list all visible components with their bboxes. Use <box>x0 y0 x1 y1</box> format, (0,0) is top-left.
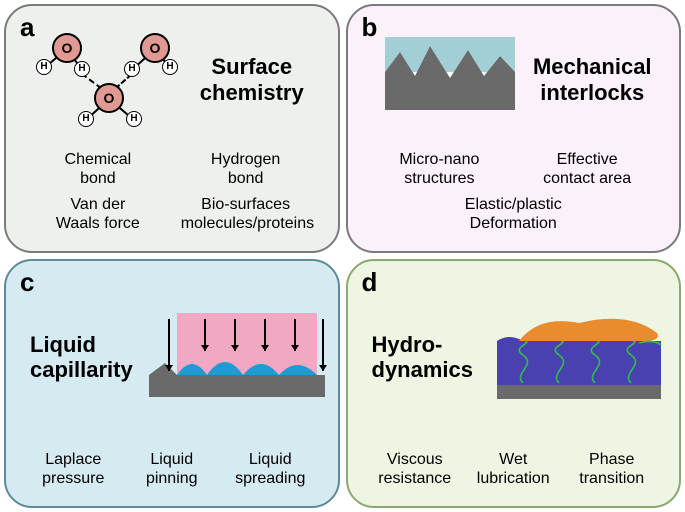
term-text: Van der <box>70 196 125 213</box>
interlock-illustration <box>362 32 520 127</box>
panel-d-terms: Viscous resistance Wet lubrication Phase tr… <box>362 443 666 498</box>
title-line: chemistry <box>200 80 304 105</box>
title-line: interlocks <box>540 80 644 105</box>
panel-liquid-capillarity: c Liquid capillarity Laplace pressure Liq… <box>4 259 340 508</box>
panel-b-title: Mechanical interlocks <box>520 54 666 105</box>
term-text: lubrication <box>477 470 550 487</box>
term-text: Effective <box>557 151 618 168</box>
term-text: bond <box>80 170 116 187</box>
hydrodynamics-illustration <box>489 305 673 410</box>
capillarity-illustration <box>147 305 331 410</box>
term-text: Bio-surfaces <box>201 196 290 213</box>
term-text: transition <box>579 470 644 487</box>
term-text: Micro-nano <box>399 151 479 168</box>
panel-mechanical-interlocks: b Mechanical interlocks Micro-nano struct… <box>346 4 682 253</box>
term-text: pinning <box>146 470 198 487</box>
panel-label-d: d <box>362 267 378 298</box>
term-text: Hydrogen <box>211 151 280 168</box>
title-line: Liquid <box>30 332 96 357</box>
term-text: Viscous <box>387 451 443 468</box>
panel-a-title: Surface chemistry <box>180 54 324 105</box>
title-line: Mechanical <box>533 54 652 79</box>
term-text: Chemical <box>65 151 132 168</box>
term-text: Phase <box>589 451 634 468</box>
title-line: Hydro- <box>372 332 443 357</box>
term-text: Waals force <box>56 215 140 232</box>
term-text: structures <box>404 170 474 187</box>
term-text: molecules/proteins <box>181 215 314 232</box>
molecule-diagram: OOOHHHHHH <box>20 25 180 135</box>
panel-d-title: Hydro- dynamics <box>366 332 489 383</box>
panel-c-title: Liquid capillarity <box>24 332 147 383</box>
term-text: Liquid <box>150 451 193 468</box>
panel-b-terms: Micro-nano structures Effective contact ar… <box>362 143 666 243</box>
term-text: resistance <box>378 470 451 487</box>
panel-surface-chemistry: a OOOHHHHHH Surface chemistry Chemicalbo… <box>4 4 340 253</box>
term-text: pressure <box>42 470 104 487</box>
term-text: Liquid <box>249 451 292 468</box>
panel-label-b: b <box>362 12 378 43</box>
capillarity-icon <box>147 305 327 405</box>
term-text: Laplace <box>45 451 101 468</box>
term-text: Deformation <box>470 215 557 232</box>
term-text: Wet <box>499 451 527 468</box>
hydrodynamics-icon <box>489 305 669 405</box>
term-text: contact area <box>543 170 631 187</box>
title-line: capillarity <box>30 357 133 382</box>
panel-a-terms: Chemical bond Hydrogen bond Van der Waals f… <box>20 143 324 243</box>
title-line: dynamics <box>372 357 474 382</box>
term-text: bond <box>228 170 264 187</box>
term-text: Elastic/plastic <box>465 196 562 213</box>
panel-hydrodynamics: d Hydro- dynamics Viscous resistance Wet l… <box>346 259 682 508</box>
term-text: spreading <box>235 470 305 487</box>
interlock-icon <box>380 32 520 122</box>
title-line: Surface <box>211 54 292 79</box>
panel-label-c: c <box>20 267 34 298</box>
infographic-grid: a OOOHHHHHH Surface chemistry Chemicalbo… <box>0 0 685 512</box>
panel-c-terms: Laplace pressure Liquid pinning Liquid spre… <box>20 443 324 498</box>
